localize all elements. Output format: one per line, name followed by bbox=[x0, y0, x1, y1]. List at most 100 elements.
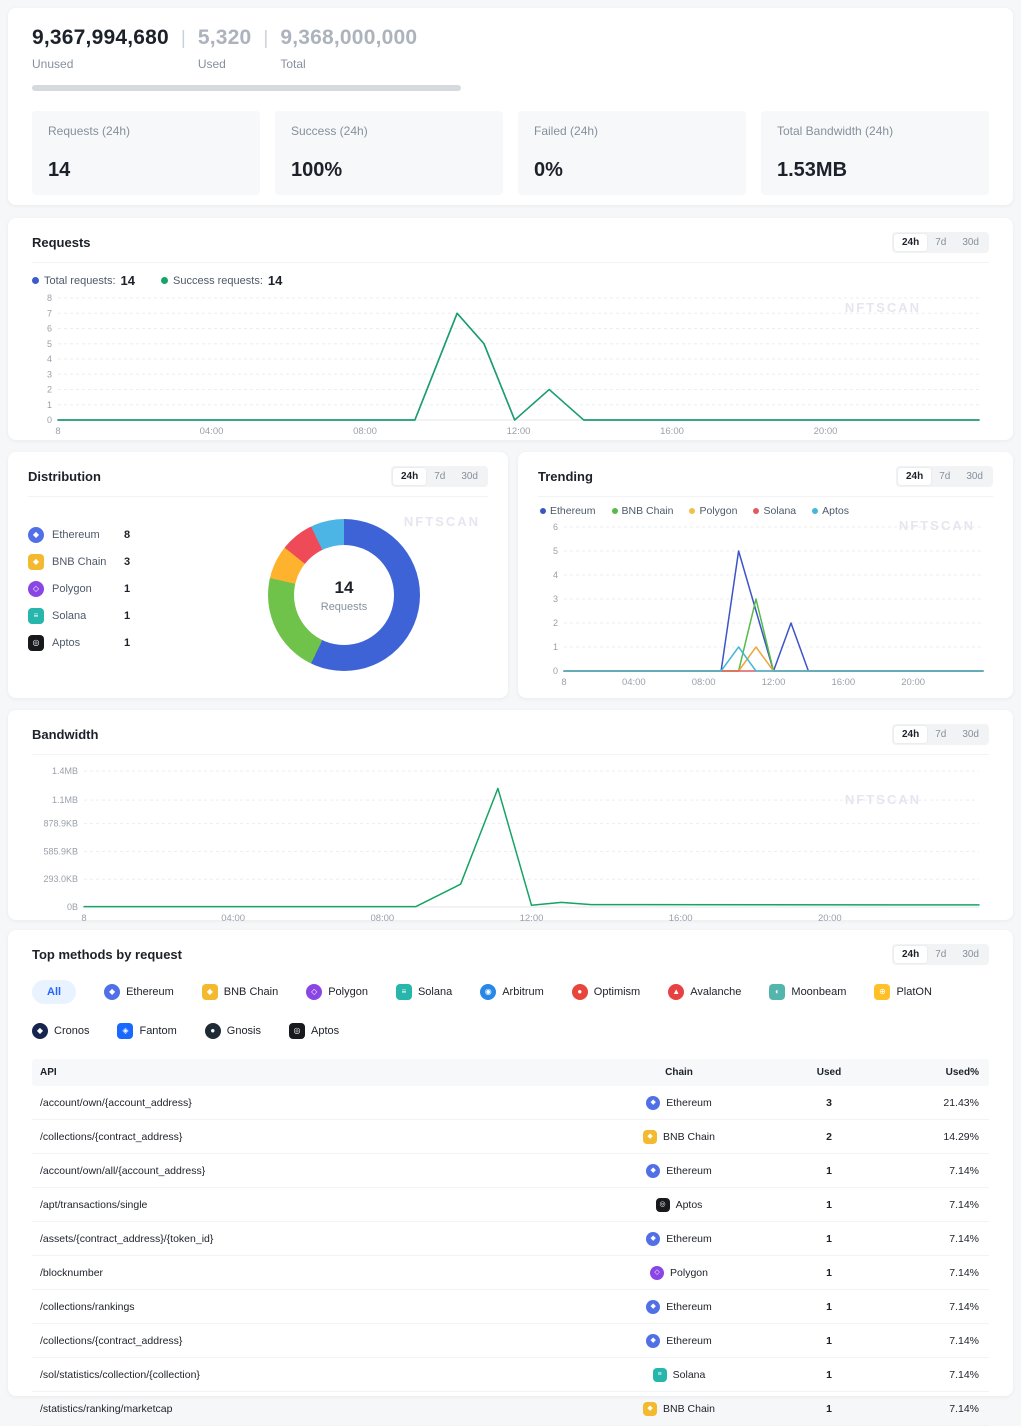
legend-dot bbox=[32, 277, 39, 284]
table-row[interactable]: /collections/rankings ◆ Ethereum 1 7.14% bbox=[32, 1290, 989, 1324]
range-option-7d[interactable]: 7d bbox=[434, 471, 446, 482]
distribution-legend-item: ◇ Polygon 1 bbox=[28, 581, 178, 597]
tab-moonbeam[interactable]: ◐ Moonbeam bbox=[769, 980, 846, 1004]
bnb-chain-icon: ◆ bbox=[201, 984, 218, 1000]
ethereum-icon: ◆ bbox=[28, 527, 44, 543]
legend-label: Solana bbox=[763, 505, 797, 517]
chain-cell: ◆ Ethereum bbox=[599, 1231, 759, 1246]
tab-fantom[interactable]: ◈ Fantom bbox=[117, 1019, 177, 1043]
table-row[interactable]: /collections/{contract_address} ◆ Ethereum… bbox=[32, 1324, 989, 1358]
range-option-24h[interactable]: 24h bbox=[893, 946, 928, 963]
table-row[interactable]: /account/own/{account_address} ◆ Ethereum 3… bbox=[32, 1086, 989, 1120]
top-methods-panel: Top methods by request 24h 7d 30d All ◆ Ethe… bbox=[8, 930, 1013, 1426]
range-option-24h[interactable]: 24h bbox=[897, 468, 932, 485]
svg-text:2: 2 bbox=[47, 385, 52, 395]
table-row[interactable]: /apt/transactions/single ◎ Aptos 1 7.14% bbox=[32, 1188, 989, 1222]
range-option-30d[interactable]: 30d bbox=[962, 237, 979, 248]
tab-avalanche[interactable]: ▲ Avalanche bbox=[668, 980, 741, 1004]
used-percent: 7.14% bbox=[949, 1266, 979, 1279]
distribution-legend-item: ≡ Solana 1 bbox=[28, 608, 178, 624]
svg-text:6: 6 bbox=[47, 324, 52, 334]
tab-bnb-chain[interactable]: ◆ BNB Chain bbox=[201, 980, 279, 1004]
svg-text:12:00: 12:00 bbox=[762, 677, 786, 688]
table-row[interactable]: /assets/{contract_address}/{token_id} ◆ Et… bbox=[32, 1222, 989, 1256]
used-percent: 7.14% bbox=[949, 1198, 979, 1211]
table-row[interactable]: /sol/statistics/collection/{collection} ≡… bbox=[32, 1358, 989, 1392]
range-option-30d[interactable]: 30d bbox=[962, 949, 979, 960]
range-option-7d[interactable]: 7d bbox=[939, 471, 951, 482]
tab-label: Gnosis bbox=[226, 1025, 262, 1037]
svg-text:8: 8 bbox=[55, 426, 60, 437]
legend-dot bbox=[689, 508, 696, 514]
used-count: 1 bbox=[826, 1266, 832, 1279]
range-option-7d[interactable]: 7d bbox=[935, 949, 947, 960]
svg-text:2: 2 bbox=[553, 618, 558, 628]
range-option-24h[interactable]: 24h bbox=[893, 726, 928, 743]
range-option-30d[interactable]: 30d bbox=[966, 471, 983, 482]
tab-solana[interactable]: ≡ Solana bbox=[395, 980, 453, 1004]
requests-title: Requests bbox=[32, 235, 91, 250]
chain-request-count: 1 bbox=[124, 637, 131, 649]
used-value: 5,320 bbox=[197, 26, 252, 49]
table-row[interactable]: /account/own/all/{account_address} ◆ Ether… bbox=[32, 1154, 989, 1188]
legend-label: Ethereum bbox=[550, 505, 596, 517]
range-option-30d[interactable]: 30d bbox=[962, 729, 979, 740]
requests-line-chart: 0 1 2 3 4 5 6 7 8 8 04:00 08:00 12:00 16:00 20:00 bbox=[32, 290, 989, 438]
tab-polygon[interactable]: ◇ Polygon bbox=[306, 980, 368, 1004]
chain-request-count: 3 bbox=[124, 556, 131, 568]
tab-label: BNB Chain bbox=[223, 986, 279, 998]
chain-cell: ◆ Ethereum bbox=[599, 1095, 759, 1110]
trending-legend-item: Polygon bbox=[689, 505, 737, 517]
chain-name: Ethereum bbox=[666, 1164, 712, 1177]
used-percent: 7.14% bbox=[949, 1300, 979, 1313]
table-row[interactable]: /collections/{contract_address} ◆ BNB Chai… bbox=[32, 1120, 989, 1154]
tab-label: Solana bbox=[417, 986, 453, 998]
col-header-used-pct: Used% bbox=[945, 1067, 979, 1078]
range-option-24h[interactable]: 24h bbox=[893, 234, 928, 251]
used-percent: 7.14% bbox=[949, 1232, 979, 1245]
range-option-7d[interactable]: 7d bbox=[935, 729, 947, 740]
distribution-legend-item: ◎ Aptos 1 bbox=[28, 635, 178, 651]
used-percent: 14.29% bbox=[943, 1130, 979, 1143]
legend-label: Polygon bbox=[699, 505, 738, 517]
divider: | bbox=[263, 28, 269, 49]
tab-platon[interactable]: ⊕ PlatON bbox=[874, 980, 932, 1004]
tab-optimism[interactable]: ● Optimism bbox=[571, 980, 640, 1004]
polygon-icon: ◇ bbox=[28, 581, 44, 597]
chain-name: Polygon bbox=[670, 1266, 708, 1279]
distribution-title: Distribution bbox=[28, 469, 101, 484]
svg-text:0: 0 bbox=[47, 415, 52, 425]
quota-numbers-row: 9,367,994,680 Unused | 5,320 Used | 9,36… bbox=[32, 26, 989, 71]
fantom-icon: ◈ bbox=[117, 1023, 134, 1039]
chain-cell: ◆ BNB Chain bbox=[599, 1401, 759, 1416]
tab-cronos[interactable]: ◆ Cronos bbox=[32, 1019, 89, 1043]
ethereum-icon: ◆ bbox=[646, 1095, 661, 1110]
distribution-legend: ◆ Ethereum 8 ◆ BNB Chain 3 ◇ Polygon 1 ≡ Solana 1 ◎ A… bbox=[28, 527, 178, 651]
tab-arbitrum[interactable]: ◉ Arbitrum bbox=[480, 980, 544, 1004]
tab-ethereum[interactable]: ◆ Ethereum bbox=[104, 980, 174, 1004]
aptos-icon: ◎ bbox=[289, 1023, 306, 1039]
requests-legend: Total requests: 14 Success requests: 14 bbox=[32, 273, 989, 288]
trending-line-chart: 0 1 2 3 4 5 6 8 04:00 08:00 12:00 16:00 20:00 bbox=[538, 519, 993, 689]
used-count: 1 bbox=[826, 1164, 832, 1177]
legend-item: Success requests: 14 bbox=[161, 273, 282, 288]
stat-card: Requests (24h) 14 bbox=[32, 111, 260, 195]
chain-name: Aptos bbox=[52, 637, 81, 649]
svg-text:6: 6 bbox=[553, 522, 558, 532]
range-option-7d[interactable]: 7d bbox=[935, 237, 947, 248]
api-path: /account/own/all/{account_address} bbox=[40, 1164, 206, 1177]
tab-gnosis[interactable]: ● Gnosis bbox=[204, 1019, 262, 1043]
table-row[interactable]: /statistics/ranking/marketcap ◆ BNB Chain 1… bbox=[32, 1392, 989, 1426]
range-option-30d[interactable]: 30d bbox=[461, 471, 478, 482]
svg-text:20:00: 20:00 bbox=[901, 677, 925, 688]
tab-all[interactable]: All bbox=[32, 980, 77, 1004]
stat-card: Success (24h) 100% bbox=[275, 111, 503, 195]
legend-dot bbox=[812, 508, 819, 514]
tab-aptos[interactable]: ◎ Aptos bbox=[289, 1019, 339, 1043]
platon-icon: ⊕ bbox=[874, 984, 891, 1000]
svg-text:04:00: 04:00 bbox=[221, 913, 245, 924]
svg-text:20:00: 20:00 bbox=[814, 426, 838, 437]
range-option-24h[interactable]: 24h bbox=[392, 468, 427, 485]
table-row[interactable]: /blocknumber ◇ Polygon 1 7.14% bbox=[32, 1256, 989, 1290]
tab-label: Avalanche bbox=[690, 986, 742, 998]
